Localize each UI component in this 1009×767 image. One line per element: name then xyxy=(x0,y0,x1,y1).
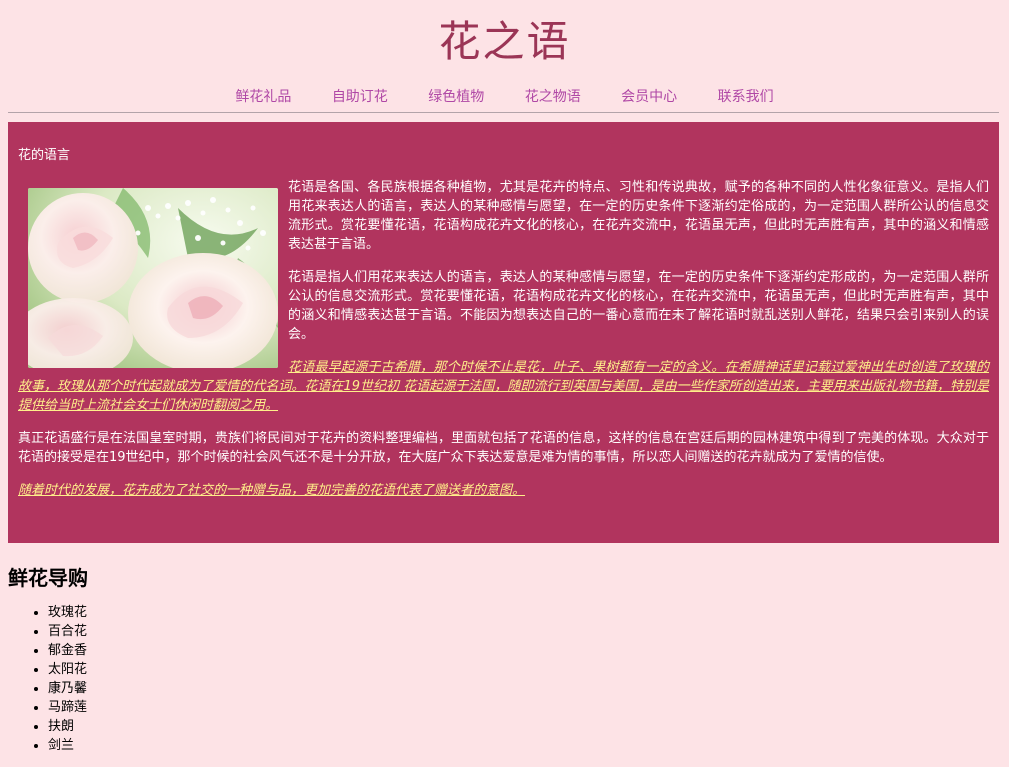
nav-link-plants[interactable]: 绿色植物 xyxy=(428,89,485,105)
guide-item-lily: 百合花 xyxy=(48,622,87,641)
guide-heading: 鲜花导购 xyxy=(8,566,88,590)
nav-item-story: 花之物语 xyxy=(525,86,581,106)
guide-item-sunflower: 太阳花 xyxy=(48,660,87,679)
guide-item-rose: 玫瑰花 xyxy=(48,603,87,622)
panel-body: 花语是各国、各民族根据各种植物，尤其是花卉的特点、习性和传说典故，赋予的各种不同… xyxy=(18,178,989,514)
rose-photo xyxy=(28,188,278,368)
nav-item-contact: 联系我们 xyxy=(718,86,774,106)
nav-item-gifts: 鲜花礼品 xyxy=(235,86,291,106)
guide-item-gerbera: 扶朗 xyxy=(48,717,87,736)
nav-link-contact[interactable]: 联系我们 xyxy=(717,89,774,105)
guide-item-carnation: 康乃馨 xyxy=(48,679,87,698)
nav-link-order[interactable]: 自助订花 xyxy=(331,89,388,105)
panel-heading: 花的语言 xyxy=(18,148,71,163)
main-nav: 鲜花礼品 自助订花 绿色植物 花之物语 会员中心 联系我们 xyxy=(0,86,1009,108)
nav-item-plants: 绿色植物 xyxy=(428,86,484,106)
nav-link-member[interactable]: 会员中心 xyxy=(621,89,678,105)
paragraph-4: 真正花语盛行是在法国皇室时期，贵族们将民间对于花卉的资料整理编档，里面就包括了花… xyxy=(18,431,989,465)
nav-link-story[interactable]: 花之物语 xyxy=(524,89,581,105)
guide-item-tulip: 郁金香 xyxy=(48,641,87,660)
paragraph-5-highlight: 随着时代的发展，花卉成为了社交的一种赠与品，更加完善的花语代表了赠送者的意图。 xyxy=(18,483,526,498)
paragraph-3-highlight: 花语最早起源于古希腊，那个时候不止是花，叶子、果树都有一定的含义。在希腊神话里记… xyxy=(18,360,989,413)
paragraph-2: 花语是指人们用花来表达人的语言，表达人的某种感情与愿望，在一定的历史条件下逐渐约… xyxy=(288,270,989,342)
header-divider xyxy=(8,112,999,113)
paragraph-1: 花语是各国、各民族根据各种植物，尤其是花卉的特点、习性和传说典故，赋予的各种不同… xyxy=(288,180,989,252)
nav-item-member: 会员中心 xyxy=(621,86,677,106)
guide-list: 玫瑰花 百合花 郁金香 太阳花 康乃馨 马蹄莲 扶朗 剑兰 xyxy=(8,603,87,755)
guide-item-calla: 马蹄莲 xyxy=(48,698,87,717)
nav-item-order: 自助订花 xyxy=(332,86,388,106)
flower-language-panel: 花的语言 xyxy=(8,122,999,543)
site-title: 花之语 xyxy=(438,17,571,66)
guide-item-gladiolus: 剑兰 xyxy=(48,736,87,755)
nav-link-gifts[interactable]: 鲜花礼品 xyxy=(235,89,292,105)
